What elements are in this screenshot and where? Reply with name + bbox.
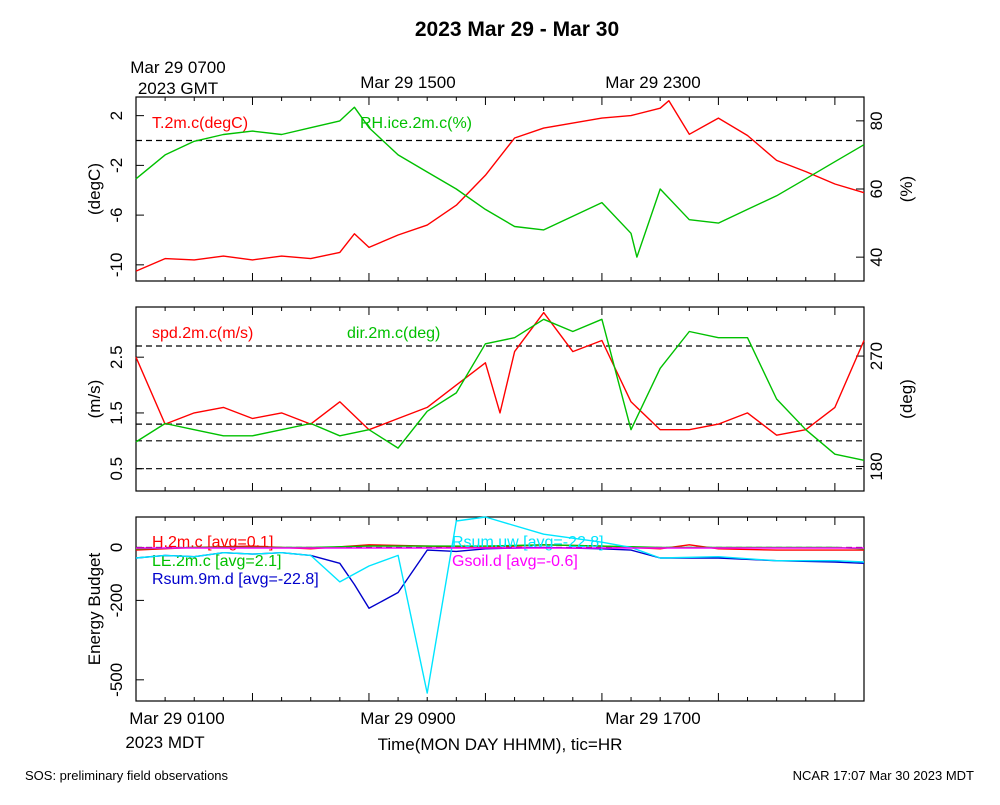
x-axis-label: Time(MON DAY HHMM), tic=HR <box>378 735 623 754</box>
bottom-time-label: Mar 29 1700 <box>605 709 700 728</box>
panel-2-frame <box>135 306 865 492</box>
legend-label-blue: Rsum.9m.d [avg=-22.8] <box>152 571 319 588</box>
footer-left: SOS: preliminary field observations <box>25 768 229 783</box>
y-tick-label-left: -6 <box>107 208 126 223</box>
series-line-red <box>135 311 865 436</box>
y-tick-label-left: -10 <box>107 253 126 278</box>
bottom-time-label: Mar 29 0100 <box>129 709 224 728</box>
series-line-green <box>135 106 865 258</box>
y-tick-label-right: 60 <box>867 180 886 199</box>
y-axis-label-left: Energy Budget <box>85 552 104 665</box>
y-tick-label-right: 180 <box>867 452 886 480</box>
top-time-label: Mar 29 0700 <box>130 58 225 77</box>
panel-3-frame <box>135 516 865 702</box>
y-axis-label-right: (deg) <box>897 379 916 419</box>
y-tick-label-right: 270 <box>867 342 886 370</box>
top-time-label: Mar 29 1500 <box>360 73 455 92</box>
top-time-label-year: 2023 GMT <box>138 79 218 98</box>
y-tick-label-left: 2.5 <box>107 345 126 369</box>
legend-label-magenta: Gsoil.d [avg=-0.6] <box>452 553 578 570</box>
series-line-red <box>135 99 865 272</box>
y-tick-label-left: 0 <box>107 543 126 552</box>
y-tick-label-left: 1.5 <box>107 401 126 425</box>
legend-label-green: RH.ice.2m.c(%) <box>360 115 472 132</box>
series-line-green <box>135 318 865 461</box>
y-axis-label-left: (degC) <box>85 163 104 215</box>
y-axis-label-left: (m/s) <box>85 380 104 419</box>
y-tick-label-left: -2 <box>107 158 126 173</box>
bottom-time-label: Mar 29 0900 <box>360 709 455 728</box>
bottom-time-label-year: 2023 MDT <box>125 733 204 752</box>
legend-label-red: T.2m.c(degC) <box>152 115 248 132</box>
top-time-label: Mar 29 2300 <box>605 73 700 92</box>
y-tick-label-left: 0.5 <box>107 457 126 481</box>
y-tick-label-right: 80 <box>867 111 886 130</box>
y-axis-label-right: (%) <box>897 176 916 202</box>
y-tick-label-left: -500 <box>107 663 126 697</box>
y-tick-label-left: -200 <box>107 583 126 617</box>
y-tick-label-right: 40 <box>867 248 886 267</box>
footer-right: NCAR 17:07 Mar 30 2023 MDT <box>792 768 974 783</box>
legend-label-cyan: Rsum.uw [avg=-22.8] <box>452 534 604 551</box>
legend-label-green: dir.2m.c(deg) <box>347 325 440 342</box>
legend-label-green: LE.2m.c [avg=2.1] <box>152 553 281 570</box>
series-line-cyan <box>135 516 865 694</box>
chart-title: 2023 Mar 29 - Mar 30 <box>415 18 619 41</box>
legend-label-red: spd.2m.c(m/s) <box>152 325 253 342</box>
y-tick-label-left: 2 <box>107 111 126 120</box>
